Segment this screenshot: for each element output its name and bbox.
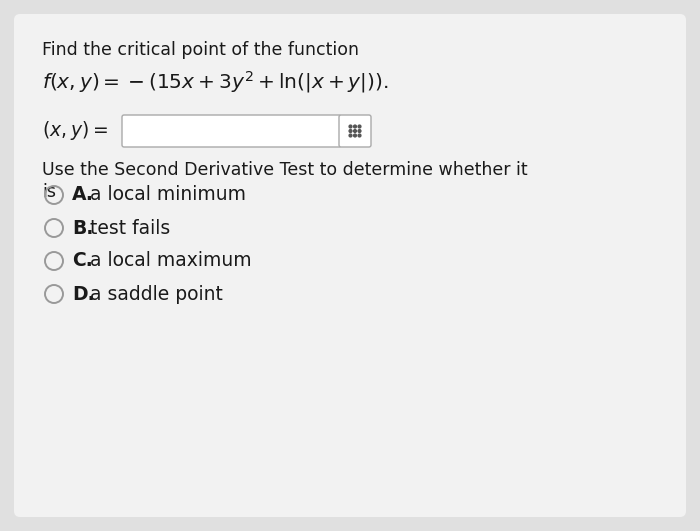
Circle shape	[349, 134, 352, 137]
Text: is: is	[42, 183, 56, 201]
Circle shape	[354, 130, 356, 132]
Text: test fails: test fails	[90, 218, 170, 237]
FancyBboxPatch shape	[14, 14, 686, 517]
Text: a local minimum: a local minimum	[90, 185, 246, 204]
Text: a saddle point: a saddle point	[90, 285, 223, 304]
Circle shape	[349, 130, 352, 132]
Text: D.: D.	[72, 285, 94, 304]
Text: Find the critical point of the function: Find the critical point of the function	[42, 41, 359, 59]
Text: Use the Second Derivative Test to determine whether it: Use the Second Derivative Test to determ…	[42, 161, 528, 179]
Circle shape	[349, 125, 352, 128]
Circle shape	[358, 130, 361, 132]
Text: B.: B.	[72, 218, 93, 237]
Text: A.: A.	[72, 185, 94, 204]
FancyBboxPatch shape	[122, 115, 341, 147]
Circle shape	[358, 134, 361, 137]
Text: $(x, y) =$: $(x, y) =$	[42, 119, 108, 142]
Text: a local maximum: a local maximum	[90, 252, 251, 270]
Circle shape	[354, 134, 356, 137]
Circle shape	[358, 125, 361, 128]
Text: C.: C.	[72, 252, 92, 270]
Text: $f(x, y) = -(15x + 3y^2 + \ln(|x + y|)).$: $f(x, y) = -(15x + 3y^2 + \ln(|x + y|)).…	[42, 69, 389, 95]
FancyBboxPatch shape	[339, 115, 371, 147]
Circle shape	[354, 125, 356, 128]
